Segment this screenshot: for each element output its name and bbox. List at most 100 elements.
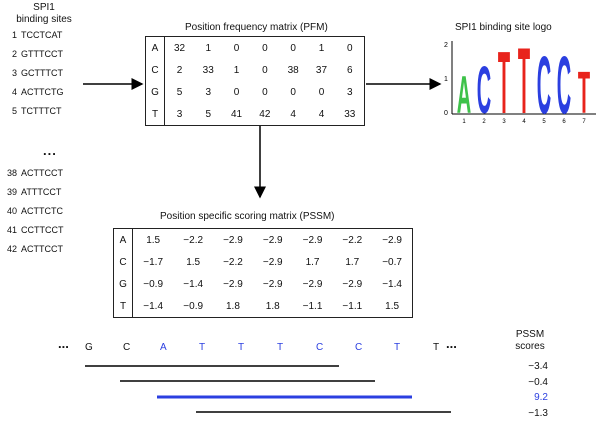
logo-xtick: 6 — [562, 119, 566, 125]
pfm-base-label: A — [146, 37, 165, 59]
pfm-row: C 2 33 1 0 38 37 6 — [146, 59, 364, 81]
site-number: 1 — [11, 30, 17, 40]
pfm-cell: 38 — [287, 64, 299, 76]
pfm-row: A 32 1 0 0 0 1 0 — [146, 37, 364, 59]
pfm-cell: 0 — [290, 42, 296, 54]
logo-xtick: 5 — [542, 119, 546, 125]
site-number: 42 — [6, 244, 17, 254]
site-row: 42 ACTTCCT — [4, 244, 63, 254]
site-number: 40 — [6, 206, 17, 216]
pfm-cell: 32 — [173, 42, 186, 54]
pfm-cell: 41 — [230, 108, 243, 120]
pssm-cell: −0.7 — [382, 256, 402, 268]
site-row: 3 GCTTTCT — [4, 68, 63, 78]
pssm-cell: 1.5 — [146, 234, 161, 246]
pssm-cell: 1.8 — [226, 300, 240, 312]
pfm-cell: 4 — [290, 108, 296, 120]
pssm-cell: −1.7 — [143, 256, 164, 268]
pfm-cell: 0 — [262, 64, 268, 76]
pfm-cell: 0 — [262, 86, 268, 98]
pfm-cell: 5 — [205, 108, 212, 120]
pssm-row: A 1.5 −2.2 −2.9 −2.9 −2.9 −2.2 −2.9 — [114, 229, 412, 251]
pfm-base-label: T — [146, 103, 165, 125]
pfm-title: Position frequency matrix (PFM) — [185, 22, 328, 33]
site-row: 5 TCTTTCT — [4, 106, 62, 116]
pfm-cell: 6 — [347, 64, 353, 76]
sites-title-line1: SPI1 — [33, 2, 55, 13]
pssm-score: −1.3 — [528, 407, 548, 419]
pssm-cell: −2.9 — [223, 234, 243, 246]
site-number: 5 — [11, 106, 17, 116]
logo-xticks: 1 2 3 4 5 6 7 — [462, 119, 586, 125]
pssm-row: G −0.9 −1.4 −2.9 −2.9 −2.9 −2.9 −1.4 — [114, 273, 412, 295]
site-sequence: ACTTCTG — [21, 87, 64, 97]
pssm-cell: 1.5 — [186, 256, 201, 268]
scan-base: T — [277, 342, 284, 353]
pssm-cell: −2.2 — [342, 234, 363, 246]
site-number: 3 — [11, 68, 17, 78]
pfm-cell: 0 — [233, 42, 240, 54]
pfm-cell: 0 — [290, 86, 296, 98]
logo-letter-t: T — [578, 61, 590, 127]
site-sequence: GCTTTCT — [21, 68, 63, 78]
site-sequence: ATTTCCT — [21, 187, 62, 197]
pssm-base-label: G — [114, 273, 133, 295]
scan-base: C — [123, 342, 131, 353]
pssm-cell: −2.9 — [382, 234, 402, 246]
site-row: 40 ACTTCTC — [4, 206, 63, 216]
logo-title: SPI1 binding site logo — [455, 22, 552, 33]
pfm-cell: 5 — [176, 86, 183, 98]
pssm-cell: 1.7 — [305, 256, 320, 268]
site-number: 38 — [6, 168, 17, 178]
pssm-cell: −1.4 — [183, 278, 204, 290]
pssm-base-label: A — [114, 229, 133, 251]
site-row: 39 ATTTCCT — [4, 187, 61, 197]
pssm-cell: 1.7 — [345, 256, 360, 268]
site-sequence: CCTTCCT — [21, 225, 64, 235]
pfm-cell: 4 — [318, 108, 325, 120]
pssm-cell: −2.9 — [302, 234, 323, 246]
pfm-cell: 3 — [347, 86, 353, 98]
logo-xtick: 2 — [482, 119, 486, 125]
scan-base: T — [199, 342, 206, 353]
pssm-score-highlight: 9.2 — [534, 392, 548, 403]
site-row: 1 TCCTCAT — [4, 30, 62, 40]
pssm-cell: −2.9 — [262, 278, 283, 290]
logo-ytick-1: 1 — [444, 76, 448, 83]
scan-base: T — [433, 342, 440, 353]
scan-base: T — [238, 342, 245, 353]
site-row: 4 ACTTCTG — [4, 87, 64, 97]
pfm-cell: 1 — [205, 42, 212, 54]
pfm-cell: 1 — [233, 64, 240, 76]
scan-base: C — [316, 342, 324, 353]
site-number: 2 — [11, 49, 17, 59]
pssm-cell: 1.8 — [265, 300, 280, 312]
pfm-row: T 3 5 41 42 4 4 33 — [146, 103, 364, 125]
pssm-score: −3.4 — [528, 361, 548, 372]
pssm-row: T −1.4 −0.9 1.8 1.8 −1.1 −1.1 1.5 — [114, 295, 412, 317]
scan-base: T — [394, 342, 401, 353]
site-number: 39 — [6, 187, 17, 197]
site-number: 41 — [6, 225, 17, 235]
pfm-cell: 0 — [318, 86, 325, 98]
pfm-cell: 0 — [347, 42, 353, 54]
pssm-table: A 1.5 −2.2 −2.9 −2.9 −2.9 −2.2 −2.9 C −1.7 1.5 −2.2… — [114, 229, 412, 317]
pssm-cell: −1.1 — [302, 300, 323, 312]
pfm-cell: 33 — [344, 108, 356, 120]
scan-ellipsis-left: ... — [58, 336, 69, 351]
pssm-cell: −0.9 — [183, 300, 204, 312]
pssm-cell: −2.9 — [342, 278, 363, 290]
pssm-cell: 1.5 — [385, 300, 400, 312]
pssm-title: Position specific scoring matrix (PSSM) — [160, 211, 335, 222]
logo-letter-c: C — [537, 39, 551, 128]
pssm-cell: −2.9 — [223, 278, 243, 290]
scan-base: C — [355, 342, 363, 353]
pssm-base-label: C — [114, 251, 133, 273]
scores-title-line2: scores — [515, 341, 545, 352]
pfm-cell: 2 — [176, 64, 183, 76]
logo-letter-t: T — [498, 36, 510, 128]
site-sequence: TCCTCAT — [21, 30, 63, 40]
pfm-cell: 33 — [202, 64, 214, 76]
